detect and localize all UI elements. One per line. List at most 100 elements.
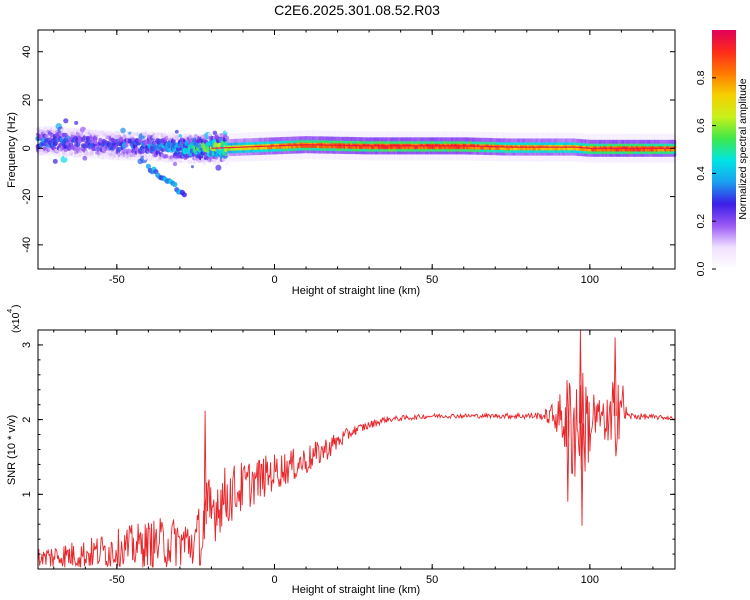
spectrogram-cell (143, 132, 148, 137)
spectrogram-halo (161, 132, 163, 162)
spectrogram-cell (166, 159, 170, 163)
spectrogram-cell (155, 132, 160, 137)
spectrogram-speckle (63, 118, 69, 124)
spectrogram-cell (60, 128, 65, 132)
spectrogram-cell (84, 151, 89, 156)
spectrogram-halo (38, 126, 40, 156)
spectrogram-cell (86, 128, 91, 133)
spectrogram-cell (57, 153, 61, 157)
spectrogram-y-label: Frequency (Hz) (6, 112, 18, 188)
spectrogram-cell (69, 150, 73, 154)
spectrogram-halo (57, 127, 59, 157)
spectrogram-cell (173, 159, 177, 163)
spectrogram-speckle (212, 130, 218, 136)
spectrogram-cell (48, 125, 52, 130)
spectrogram-cell (77, 138, 82, 143)
y-tick-label: 40 (21, 46, 33, 58)
spectrogram-halo (135, 131, 137, 161)
spectrogram-cell (127, 149, 132, 154)
spectrogram-speckle (82, 155, 88, 161)
spectrogram-cell (93, 139, 98, 144)
spectrogram-halo (152, 131, 154, 161)
spectrogram-cell (122, 148, 127, 153)
colorbar-label: Normalized spectral amplitude (737, 78, 749, 219)
spectrogram-halo (83, 128, 85, 158)
y-tick-label: 3 (21, 342, 33, 348)
spectrogram-cell (225, 161, 229, 166)
spectrogram-halo (116, 131, 118, 161)
snr-scale-base: (x10 (10, 312, 22, 333)
spectrogram-speckle (174, 129, 179, 134)
spectrogram-cell (162, 133, 167, 137)
spectrogram-cell (131, 132, 136, 137)
spectrogram-halo (109, 130, 111, 160)
y-tick-label: -40 (21, 237, 33, 253)
spectrogram-cell (196, 142, 202, 149)
spectrogram-cell (37, 148, 42, 153)
spectrogram-cell (129, 153, 134, 158)
spectrogram-cell (44, 133, 49, 138)
spectrogram-cell (216, 160, 221, 164)
spectrogram-cell (219, 132, 224, 138)
colorbar-tick-label: 0.6 (695, 118, 707, 133)
spectrogram-halo (126, 131, 128, 161)
spectrogram-cell (225, 129, 229, 133)
spectrogram-cell (124, 131, 129, 135)
spectrogram-y-ticks: 40 20 0 -20 -40 (21, 46, 675, 253)
spectrogram-cell (67, 129, 72, 134)
spectrogram-cell (116, 156, 120, 161)
spectrogram-halo (117, 131, 120, 161)
chart-title: C2E6.2025.301.08.52.R03 (274, 2, 440, 18)
y-tick-label: 2 (21, 417, 33, 423)
spectrogram-cell (107, 131, 111, 136)
spectrogram-cell (113, 144, 119, 150)
spectrogram-cell (112, 151, 117, 156)
spectrogram-cell (174, 135, 179, 140)
spectrogram-cell (135, 132, 139, 137)
y-tick-label: 1 (21, 491, 33, 497)
spectrogram-cell (213, 161, 217, 166)
x-tick-label: 50 (426, 574, 438, 586)
spectrogram-cell (200, 157, 205, 162)
spectrogram-halo (155, 132, 158, 161)
snr-y-label: SNR (10 * v/v) (6, 415, 18, 485)
spectrogram-cell (143, 153, 148, 157)
spectrogram-cell (100, 131, 105, 136)
x-tick-label: -50 (109, 274, 125, 286)
spectrogram-cell (202, 161, 207, 166)
snr-scale-exponent: 4 (5, 309, 14, 313)
spectrogram-cell (115, 131, 120, 135)
spectrogram-halo (136, 131, 139, 161)
colorbar: 0.0 0.2 0.4 0.6 0.8 Normalized spectral ampl… (695, 30, 749, 276)
colorbar-tick-label: 0.8 (695, 70, 707, 85)
colorbar-tick-label: 0.2 (695, 214, 707, 229)
spectrogram-halo (58, 127, 61, 157)
spectrogram-halo (100, 130, 102, 160)
spectrogram-halo (138, 131, 140, 161)
spectrogram-speckle (52, 158, 58, 164)
spectrogram-cell (207, 132, 212, 137)
spectrogram-cell (164, 154, 169, 159)
spectrogram-cell (183, 132, 188, 137)
spectrogram-cell (225, 135, 230, 140)
x-tick-label: 0 (271, 574, 277, 586)
spectrogram-halo (103, 130, 106, 160)
spectrogram-cell (188, 160, 193, 165)
spectrogram-speckle (190, 165, 194, 169)
spectrogram-cell (124, 143, 129, 148)
spectrogram-x-label: Height of straight line (km) (292, 285, 420, 297)
snr-y-ticks: 1 2 3 (21, 342, 675, 555)
spectrogram-cell (65, 141, 70, 147)
spectrogram-cell (42, 146, 48, 151)
spectrogram-heatmap (35, 118, 677, 198)
x-tick-label: -50 (109, 574, 125, 586)
colorbar-tick-label: 0.0 (695, 262, 707, 277)
spectrogram-halo (67, 127, 69, 157)
spectrogram-branch-cell (145, 163, 151, 169)
y-tick-label: 20 (21, 94, 33, 106)
snr-series-line (38, 330, 675, 568)
spectrogram-branch-cell (181, 192, 187, 198)
spectrogram-cell (155, 149, 161, 155)
x-tick-label: 0 (271, 274, 277, 286)
